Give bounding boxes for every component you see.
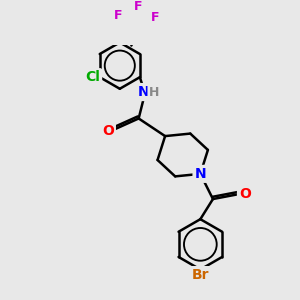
Text: F: F <box>114 9 123 22</box>
Text: F: F <box>151 11 160 24</box>
Text: O: O <box>102 124 114 138</box>
Text: N: N <box>138 85 149 99</box>
Text: O: O <box>239 187 251 201</box>
Text: F: F <box>134 0 142 13</box>
Text: H: H <box>149 85 160 98</box>
Text: Cl: Cl <box>85 70 100 84</box>
Text: N: N <box>194 167 206 181</box>
Text: Br: Br <box>192 268 209 282</box>
